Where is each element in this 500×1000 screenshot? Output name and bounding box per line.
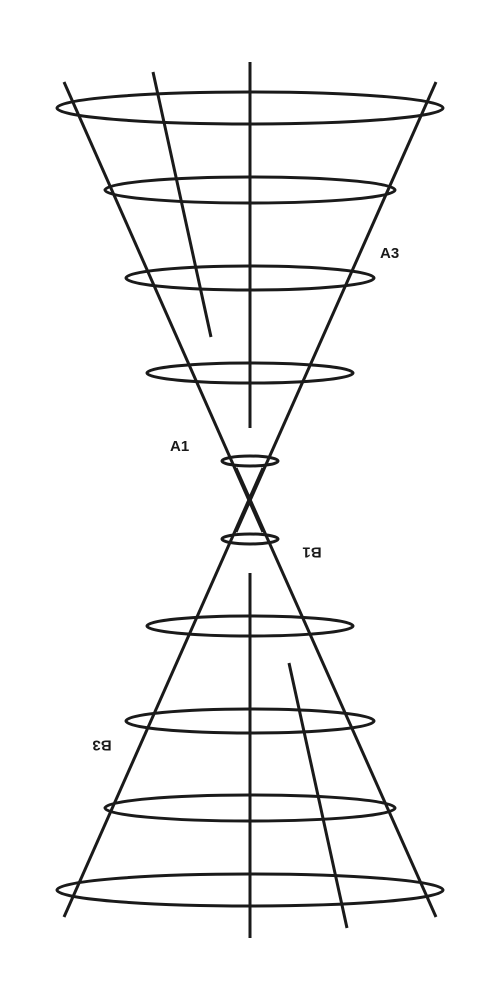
- lower-ring-2: [103, 793, 397, 823]
- label-b3: B3: [92, 737, 111, 754]
- upper-ring-4: [145, 361, 355, 385]
- upper-ring-1: [55, 90, 445, 126]
- label-a3: A3: [380, 245, 399, 262]
- upper-ring-2: [103, 175, 397, 205]
- lower-ring-3: [124, 707, 376, 735]
- upper-ring-apex: [220, 454, 280, 468]
- lower-cone: [55, 467, 445, 938]
- lower-ring-apex: [220, 532, 280, 546]
- upper-cone-slant-line: [151, 71, 213, 338]
- label-a1: A1: [170, 438, 189, 455]
- upper-cone: [55, 62, 445, 533]
- upper-ring-3: [124, 264, 376, 292]
- lower-ring-1: [55, 872, 445, 908]
- lower-ring-4: [145, 614, 355, 638]
- label-b1: B1: [302, 544, 321, 561]
